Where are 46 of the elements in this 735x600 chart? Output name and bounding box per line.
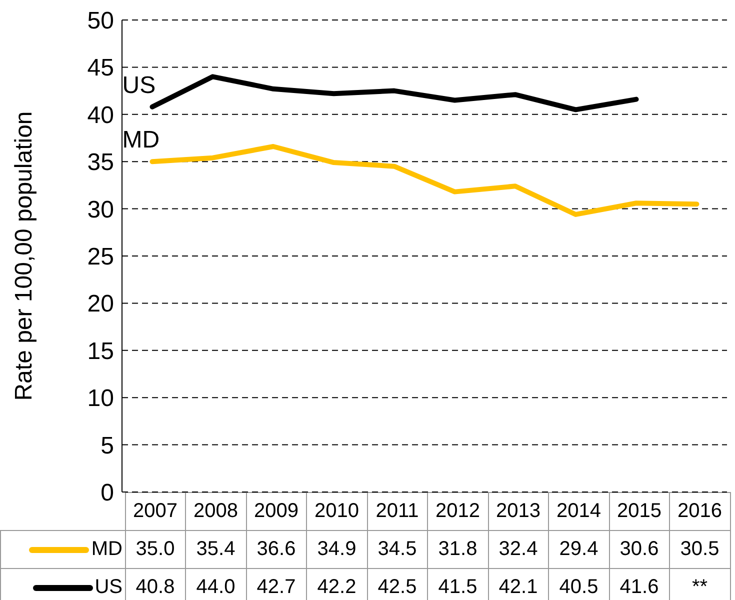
x-tick-label: 2010 [306, 492, 367, 530]
legend-label: US [0, 568, 125, 600]
data-label: 36.6 [246, 530, 306, 568]
data-label: 44.0 [186, 568, 246, 600]
data-label: 34.9 [306, 530, 367, 568]
y-tick-label: 0 [100, 480, 114, 507]
y-tick-label: 25 [87, 244, 114, 271]
data-label: 40.5 [548, 568, 609, 600]
y-tick-label: 20 [87, 290, 114, 318]
data-label: 30.5 [670, 530, 730, 568]
y-tick-label: 40 [87, 102, 114, 129]
data-label: 42.2 [306, 568, 367, 600]
x-tick-label: 2009 [246, 492, 306, 530]
x-tick-label: 2008 [186, 492, 246, 530]
x-tick-label: 2015 [609, 492, 670, 530]
y-tick-label: 15 [87, 338, 114, 365]
data-label: 42.7 [246, 568, 306, 600]
y-tick-label: 5 [100, 432, 114, 460]
x-tick-label: 2013 [488, 492, 548, 530]
data-label: 40.8 [125, 568, 186, 600]
data-label: 42.5 [367, 568, 428, 600]
x-tick-label: 2011 [367, 492, 428, 530]
x-tick-label: 2007 [125, 492, 186, 530]
x-tick-label: 2016 [670, 492, 730, 530]
text: US [122, 72, 156, 99]
data-label: 35.4 [186, 530, 246, 568]
x-tick-label: 2014 [548, 492, 609, 530]
y-tick-label: 35 [87, 149, 114, 176]
legend-label: MD [0, 530, 125, 568]
y-tick-label: 30 [87, 196, 114, 224]
data-label: 32.4 [488, 530, 548, 568]
text: ** [692, 576, 708, 598]
y-tick-label: 50 [87, 8, 114, 35]
data-label: 29.4 [548, 530, 609, 568]
data-label: 30.6 [609, 530, 670, 568]
data-label: 34.5 [367, 530, 428, 568]
x-tick-label: 2012 [428, 492, 488, 530]
data-label: 31.8 [428, 530, 488, 568]
y-axis-title: Rate per 100,00 population [10, 111, 38, 401]
text: MD [122, 126, 160, 154]
y-tick-label: 10 [87, 385, 114, 412]
y-tick-label: 45 [87, 54, 114, 82]
data-label: 35.0 [125, 530, 186, 568]
data-label: 41.5 [428, 568, 488, 600]
data-label: 42.1 [488, 568, 548, 600]
data-label: 41.6 [609, 568, 670, 600]
